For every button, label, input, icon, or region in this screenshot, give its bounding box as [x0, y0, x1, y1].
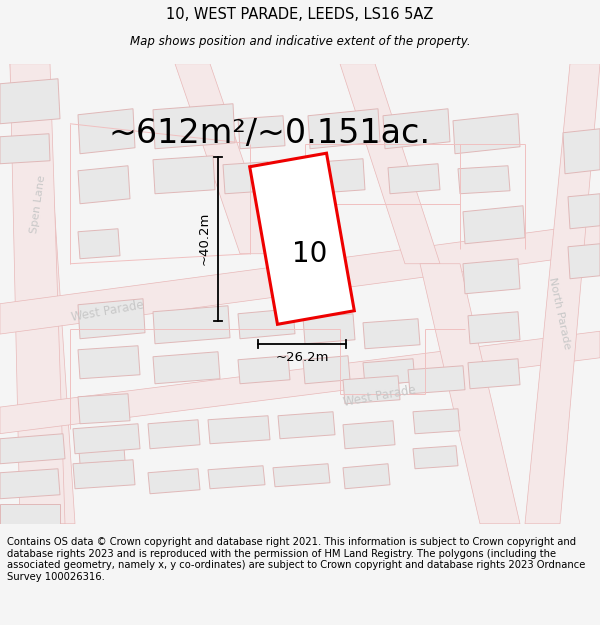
Polygon shape: [153, 306, 230, 344]
Text: Map shows position and indicative extent of the property.: Map shows position and indicative extent…: [130, 35, 470, 48]
Text: ~612m²/~0.151ac.: ~612m²/~0.151ac.: [109, 118, 431, 150]
Polygon shape: [463, 259, 520, 294]
Polygon shape: [343, 421, 395, 449]
Polygon shape: [175, 64, 275, 254]
Polygon shape: [238, 356, 290, 384]
Polygon shape: [308, 109, 380, 149]
Polygon shape: [0, 331, 600, 434]
Polygon shape: [148, 469, 200, 494]
Polygon shape: [78, 229, 120, 259]
Polygon shape: [568, 244, 600, 279]
Polygon shape: [563, 129, 600, 174]
Text: 10: 10: [292, 240, 328, 268]
Polygon shape: [78, 346, 140, 379]
Polygon shape: [278, 412, 335, 439]
Polygon shape: [10, 64, 75, 524]
Polygon shape: [463, 206, 525, 244]
Polygon shape: [413, 446, 458, 469]
Text: North Parade: North Parade: [547, 277, 572, 351]
Polygon shape: [273, 464, 330, 487]
Polygon shape: [153, 156, 215, 194]
Polygon shape: [0, 134, 50, 164]
Polygon shape: [363, 359, 415, 386]
Polygon shape: [238, 309, 295, 339]
Polygon shape: [343, 464, 390, 489]
Polygon shape: [568, 194, 600, 229]
Polygon shape: [0, 504, 60, 524]
Polygon shape: [73, 460, 135, 489]
Text: Spen Lane: Spen Lane: [29, 174, 47, 234]
Polygon shape: [453, 114, 520, 154]
Polygon shape: [525, 64, 600, 524]
Polygon shape: [420, 264, 520, 524]
Polygon shape: [343, 376, 400, 404]
Polygon shape: [208, 466, 265, 489]
Polygon shape: [0, 469, 60, 499]
Text: 10, WEST PARADE, LEEDS, LS16 5AZ: 10, WEST PARADE, LEEDS, LS16 5AZ: [166, 8, 434, 22]
Polygon shape: [73, 424, 140, 454]
Polygon shape: [208, 416, 270, 444]
Polygon shape: [413, 409, 460, 434]
Polygon shape: [383, 109, 450, 149]
Polygon shape: [468, 312, 520, 344]
Text: ~40.2m: ~40.2m: [197, 212, 211, 266]
Polygon shape: [78, 434, 125, 464]
Polygon shape: [408, 366, 465, 394]
Polygon shape: [303, 356, 350, 384]
Polygon shape: [303, 314, 355, 344]
Polygon shape: [238, 116, 285, 149]
Polygon shape: [78, 166, 130, 204]
Polygon shape: [78, 299, 145, 339]
Polygon shape: [458, 166, 510, 194]
Polygon shape: [148, 420, 200, 449]
Polygon shape: [153, 352, 220, 384]
Polygon shape: [78, 394, 130, 424]
Polygon shape: [340, 64, 440, 264]
Polygon shape: [0, 434, 65, 464]
Polygon shape: [0, 223, 600, 334]
Text: West Parade: West Parade: [71, 298, 145, 324]
Polygon shape: [153, 104, 235, 149]
Polygon shape: [250, 153, 354, 324]
Polygon shape: [0, 79, 60, 124]
Polygon shape: [388, 164, 440, 194]
Polygon shape: [223, 162, 270, 194]
Polygon shape: [308, 159, 365, 194]
Polygon shape: [10, 64, 65, 524]
Polygon shape: [78, 109, 135, 154]
Polygon shape: [363, 319, 420, 349]
Text: Contains OS data © Crown copyright and database right 2021. This information is : Contains OS data © Crown copyright and d…: [7, 537, 586, 582]
Text: West Parade: West Parade: [343, 383, 418, 409]
Text: ~26.2m: ~26.2m: [275, 351, 329, 364]
Polygon shape: [468, 359, 520, 389]
